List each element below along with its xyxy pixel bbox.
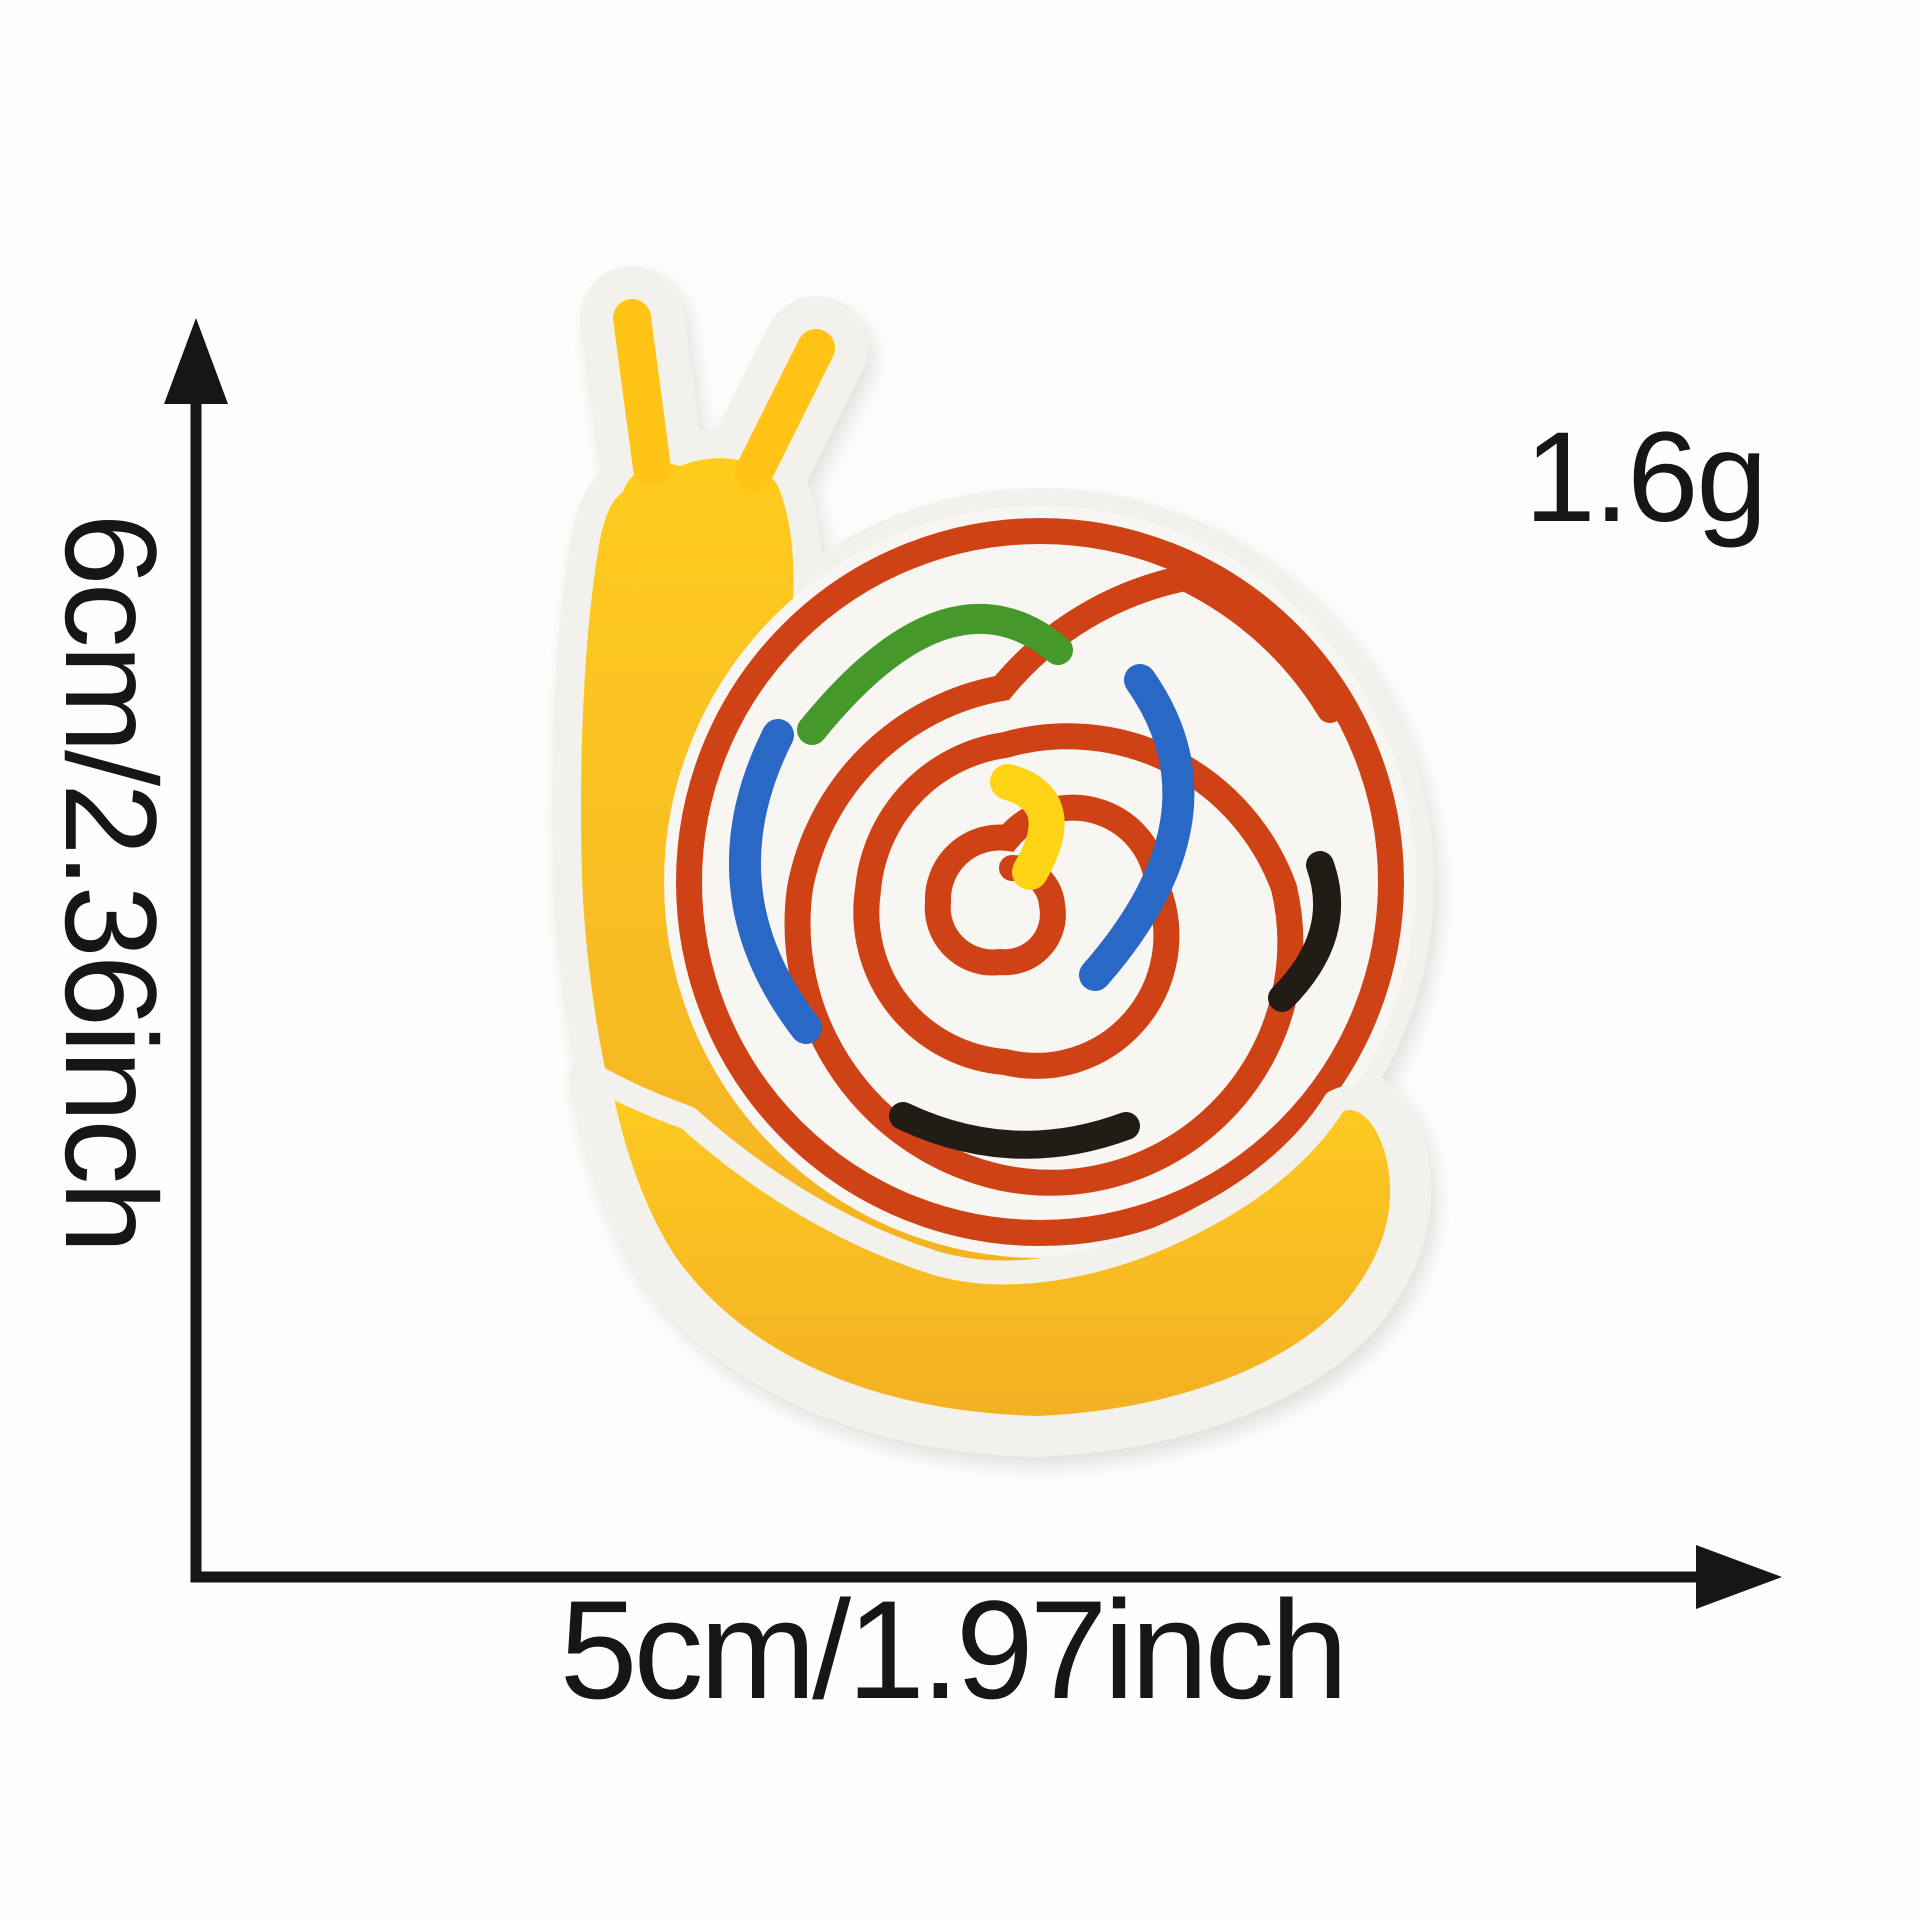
arrowhead-right-icon bbox=[1696, 1545, 1782, 1609]
dimension-arrows bbox=[164, 318, 1782, 1609]
antenna-right bbox=[735, 329, 835, 491]
snail-foot bbox=[586, 1066, 1415, 1440]
snail-patch bbox=[552, 266, 1434, 1457]
weight-label: 1.6g bbox=[1524, 406, 1767, 549]
shell-accent-green bbox=[797, 603, 1073, 745]
shell-accent-black-right bbox=[1268, 851, 1342, 1012]
dimension-axis-lines bbox=[190, 392, 1698, 1583]
snail-shell bbox=[664, 506, 1416, 1258]
shell-accent-yellow bbox=[990, 764, 1065, 890]
shell-ring bbox=[676, 518, 1404, 1246]
arrowhead-up-icon bbox=[164, 318, 228, 404]
shell-accent-blue-left bbox=[728, 719, 822, 1044]
shell-accent-black-bottom bbox=[889, 1102, 1140, 1159]
shell-accent-blue-right bbox=[1079, 664, 1195, 991]
antenna-left bbox=[613, 299, 671, 487]
width-label: 5cm/1.97inch bbox=[559, 1571, 1349, 1728]
height-label: 6cm/2.36inch bbox=[38, 513, 184, 1251]
shell-spiral bbox=[784, 564, 1343, 1196]
